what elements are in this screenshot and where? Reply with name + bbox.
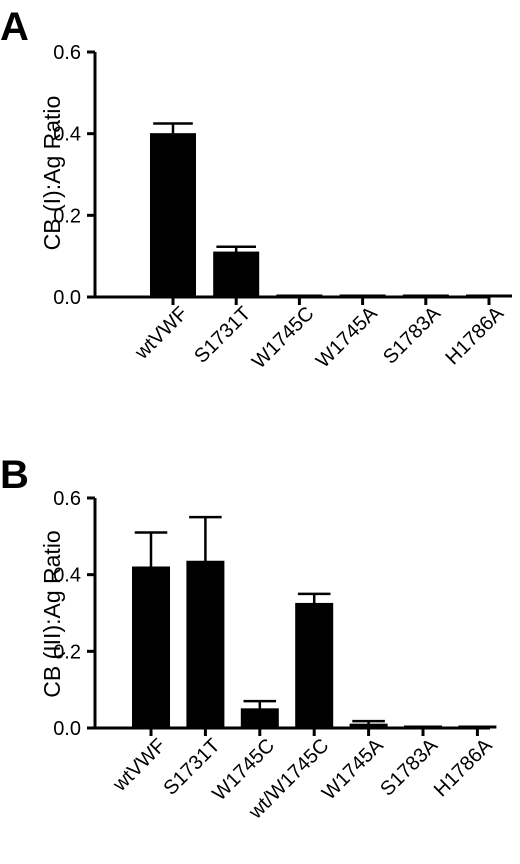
panel-b-y-tick-label: 0.6 (53, 488, 81, 510)
panel-a-bar (276, 294, 323, 298)
panel-b-category-labels: wtVWFS1731TW1745Cwt/W1745CW1745AS1783AH1… (108, 734, 497, 824)
panel-b-y-ticks: 0.0 0.2 0.4 0.6 (53, 488, 95, 740)
panel-b-bar (132, 566, 170, 729)
panel-b-bar (295, 602, 334, 729)
panel-a-y-tick-label: 0.0 (53, 287, 81, 309)
panel-b-bar (404, 725, 442, 729)
panel-a-y-tick-label: 0.2 (53, 205, 81, 227)
panel-a-bars (150, 133, 512, 298)
panel-a-category-label: S1731T (190, 303, 255, 368)
panel-b-y-tick-label: 0.4 (53, 565, 81, 587)
panel-a-y-ticks: 0.0 0.2 0.4 0.6 (53, 42, 95, 309)
panel-a-error-bars (153, 122, 256, 253)
panel-b-bar (186, 560, 225, 729)
panel-b-category-label: S1783A (376, 734, 442, 800)
panel-letter-a: A (0, 5, 29, 49)
panel-b-y-tick-label: 0.2 (53, 641, 81, 663)
panel-a-bar (402, 294, 449, 298)
panel-a-category-label: W1745A (312, 302, 382, 372)
panel-a: A CB (I):Ag Ratio 0.0 0.2 0.4 0.6 wtVWFS173… (0, 5, 512, 373)
panel-a-x-ticks (171, 297, 491, 305)
panel-b-bar (458, 725, 497, 729)
panel-b-bars (132, 560, 497, 729)
panel-a-category-label: S1783A (379, 302, 445, 368)
panel-a-bar (150, 133, 196, 298)
panel-letter-b: B (0, 453, 29, 497)
panel-a-category-label: H1786A (441, 302, 508, 369)
panel-b-error-bars (134, 515, 385, 725)
panel-b-y-tick-label: 0.0 (53, 718, 81, 740)
panel-b-y-axis-label: CB (III):Ag Ratio (39, 530, 65, 697)
panel-a-y-axis-label: CB (I):Ag Ratio (39, 96, 65, 251)
panel-b-bar (349, 723, 388, 729)
panel-b: B CB (III):Ag Ratio 0.00.20.40.6 wtVWFS1… (0, 453, 497, 824)
panel-a-bar (339, 294, 386, 298)
panel-b-bar (240, 708, 279, 729)
panel-a-y-tick-label: 0.4 (53, 124, 81, 146)
panel-a-bar (466, 294, 512, 298)
panel-b-x-ticks (149, 728, 479, 736)
panel-b-category-label: W1745A (318, 734, 388, 804)
panel-b-category-label: H1786A (430, 734, 497, 801)
panel-b-category-label: wtVWF (108, 735, 170, 797)
panel-a-category-label: W1745C (248, 303, 319, 374)
panel-a-y-tick-label: 0.6 (53, 42, 81, 64)
panel-a-category-label: wtVWF (130, 303, 192, 365)
panel-a-bar (213, 251, 260, 298)
